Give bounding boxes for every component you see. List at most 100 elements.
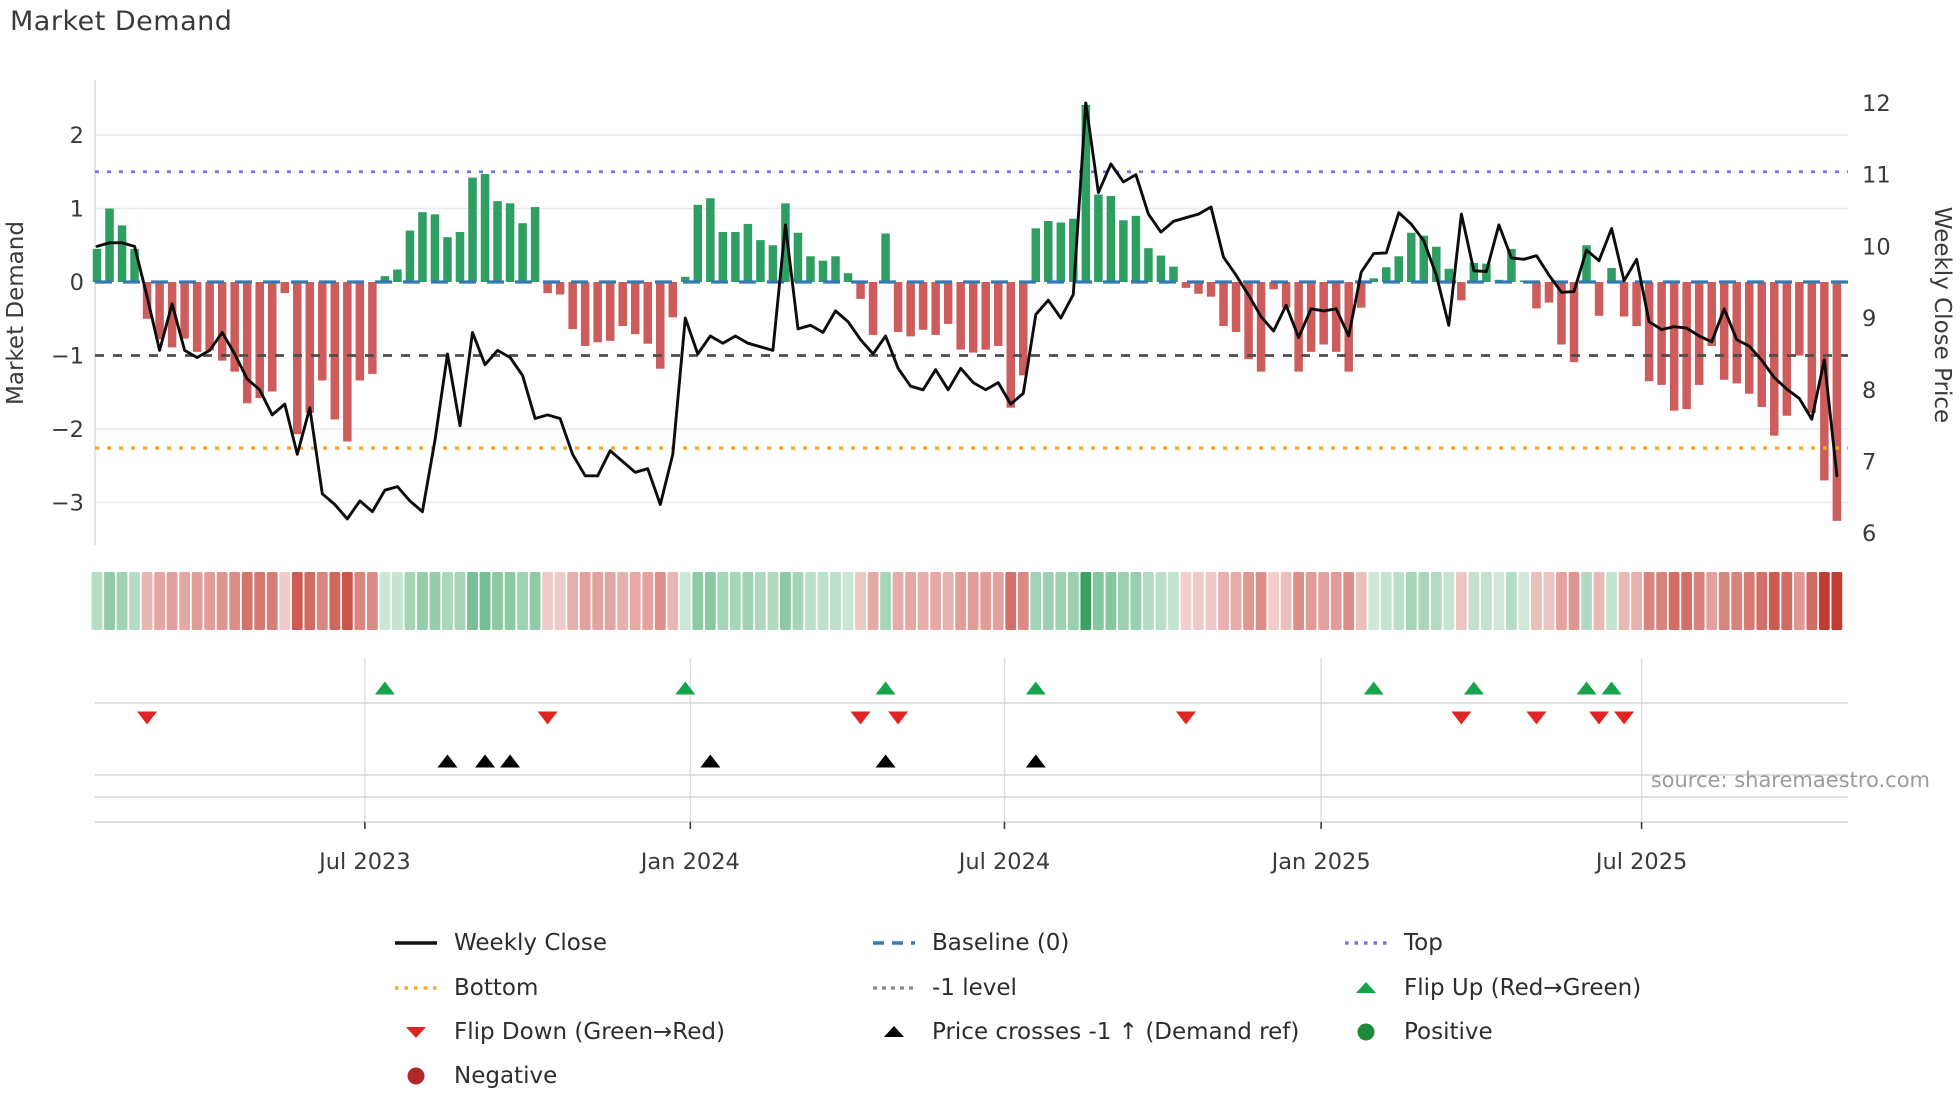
demand-bar <box>605 282 615 341</box>
heatmap-cell <box>1556 572 1567 630</box>
demand-bar <box>968 282 978 353</box>
heatmap-cell <box>1193 572 1204 630</box>
flip-down-marker <box>888 711 909 725</box>
legend-item: Negative <box>393 1063 557 1089</box>
legend-item: Price crosses -1 ↑ (Demand ref) <box>871 1019 1299 1045</box>
price-cross-marker <box>700 754 721 768</box>
heatmap-cell <box>1305 572 1317 630</box>
heatmap-cell <box>767 572 779 630</box>
legend-swatch-dot <box>1357 1023 1375 1041</box>
flip-down-marker <box>1614 711 1635 725</box>
flip-up-marker <box>1463 681 1484 695</box>
heatmap-cell <box>955 572 967 630</box>
heatmap-cell <box>429 572 441 630</box>
right-tick-label: 10 <box>1862 234 1891 260</box>
heatmap-cell <box>880 572 891 630</box>
heatmap-cell <box>729 572 741 630</box>
heatmap-cell <box>542 572 554 630</box>
heatmap-cell <box>980 572 992 630</box>
heatmap-cell <box>1831 572 1843 630</box>
demand-bar <box>593 282 602 343</box>
legend-item: Bottom <box>393 975 538 1001</box>
demand-bar <box>355 282 365 381</box>
demand-bar <box>430 214 440 282</box>
demand-bar <box>167 282 177 348</box>
left-tick-label: −2 <box>51 417 84 443</box>
demand-bar <box>255 282 264 399</box>
demand-bar <box>1432 246 1441 282</box>
left-tick-label: −1 <box>51 344 84 370</box>
heatmap-cell <box>279 572 291 630</box>
flip-down-marker <box>850 711 871 725</box>
x-tick-label: Jul 2023 <box>317 849 411 875</box>
demand-bar <box>1694 282 1704 385</box>
flip-up-marker <box>1601 681 1622 695</box>
demand-bar <box>743 223 753 282</box>
demand-bar <box>1256 282 1266 372</box>
legend-swatch <box>407 1067 425 1085</box>
demand-bar <box>305 282 315 413</box>
demand-bar <box>1194 282 1203 294</box>
heatmap-cell <box>1443 572 1455 630</box>
demand-bar <box>893 282 903 332</box>
heatmap-cell <box>1180 572 1192 630</box>
demand-bar <box>293 282 302 435</box>
demand-bar <box>1382 267 1391 282</box>
heatmap-cell <box>1681 572 1693 630</box>
heatmap-cell <box>191 572 203 630</box>
heatmap-cell <box>291 572 303 630</box>
demand-bar <box>1444 268 1454 282</box>
demand-bar <box>1820 282 1829 481</box>
demand-bar <box>217 282 227 361</box>
legend-swatch <box>406 1027 426 1038</box>
heatmap-cell <box>1743 572 1755 630</box>
heatmap-cell <box>1468 572 1480 630</box>
heatmap-cell <box>116 572 128 630</box>
heatmap-cell <box>366 572 378 630</box>
heatmap-cell <box>1393 572 1405 630</box>
demand-bar <box>1832 282 1842 521</box>
demand-bar <box>518 223 527 282</box>
demand-bar <box>1770 282 1779 436</box>
demand-bar <box>505 203 515 282</box>
heatmap-cell <box>917 572 929 630</box>
heatmap-cell <box>692 572 704 630</box>
heatmap-cell <box>1080 572 1092 630</box>
demand-bar <box>267 282 277 392</box>
heatmap-cell <box>1343 572 1355 630</box>
flip-up-marker <box>1363 681 1384 695</box>
demand-bar <box>1331 282 1341 352</box>
demand-bar <box>205 282 214 351</box>
demand-bar <box>1669 282 1679 411</box>
heatmap-cell <box>1718 572 1730 630</box>
demand-bar <box>1744 282 1754 394</box>
demand-bar <box>1356 282 1366 308</box>
heatmap-cell <box>329 572 341 630</box>
heatmap-cell <box>1793 572 1805 630</box>
x-tick-label: Jan 2025 <box>1270 849 1371 875</box>
demand-bar <box>1469 262 1479 282</box>
demand-bar <box>1156 255 1166 282</box>
heatmap-cell <box>1618 572 1630 630</box>
demand-bar <box>1657 282 1666 385</box>
demand-bar <box>1119 220 1128 282</box>
legend-swatch <box>1345 941 1387 945</box>
heatmap-cell <box>204 572 216 630</box>
left-tick-label: 2 <box>70 123 84 149</box>
legend-label: Positive <box>1404 1019 1493 1045</box>
heatmap-cell <box>592 572 604 630</box>
demand-bar <box>1169 266 1178 282</box>
heatmap-cell <box>579 572 591 630</box>
legend-swatch-marker <box>1356 982 1376 993</box>
legend-label: Price crosses -1 ↑ (Demand ref) <box>932 1019 1300 1045</box>
right-tick-label: 12 <box>1862 91 1891 117</box>
demand-bar <box>1019 282 1028 376</box>
demand-bar <box>393 269 402 282</box>
heatmap-cell <box>1531 572 1542 630</box>
demand-bar <box>1219 282 1228 327</box>
heatmap-cell <box>1042 572 1054 630</box>
heatmap-cell <box>1155 572 1167 630</box>
demand-bar <box>1607 268 1616 282</box>
heatmap-cell <box>1593 572 1605 630</box>
